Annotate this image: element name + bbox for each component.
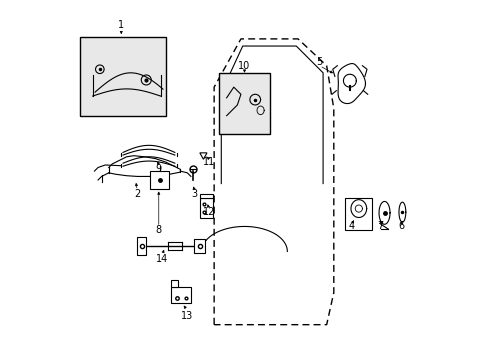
Text: 5: 5 [316, 57, 322, 67]
Text: 2: 2 [134, 189, 140, 199]
Text: 3: 3 [191, 189, 197, 199]
Bar [137, 237, 146, 255]
Bar [171, 280, 178, 287]
Bar [345, 198, 371, 230]
Text: 7: 7 [376, 221, 383, 231]
Bar [219, 73, 269, 134]
Bar [80, 37, 165, 116]
Bar [194, 239, 205, 253]
Text: 14: 14 [156, 253, 168, 264]
Text: 12: 12 [202, 207, 215, 217]
Text: 1: 1 [118, 19, 124, 30]
Text: 4: 4 [348, 221, 354, 231]
Bar [171, 287, 190, 303]
Text: 10: 10 [238, 61, 250, 71]
Text: 6: 6 [398, 221, 404, 231]
Bar [200, 198, 213, 217]
Text: 9: 9 [155, 164, 162, 174]
Text: 8: 8 [155, 225, 162, 235]
Bar [149, 171, 169, 189]
Bar [200, 194, 213, 198]
Text: 11: 11 [202, 157, 214, 167]
Text: 13: 13 [181, 311, 193, 321]
